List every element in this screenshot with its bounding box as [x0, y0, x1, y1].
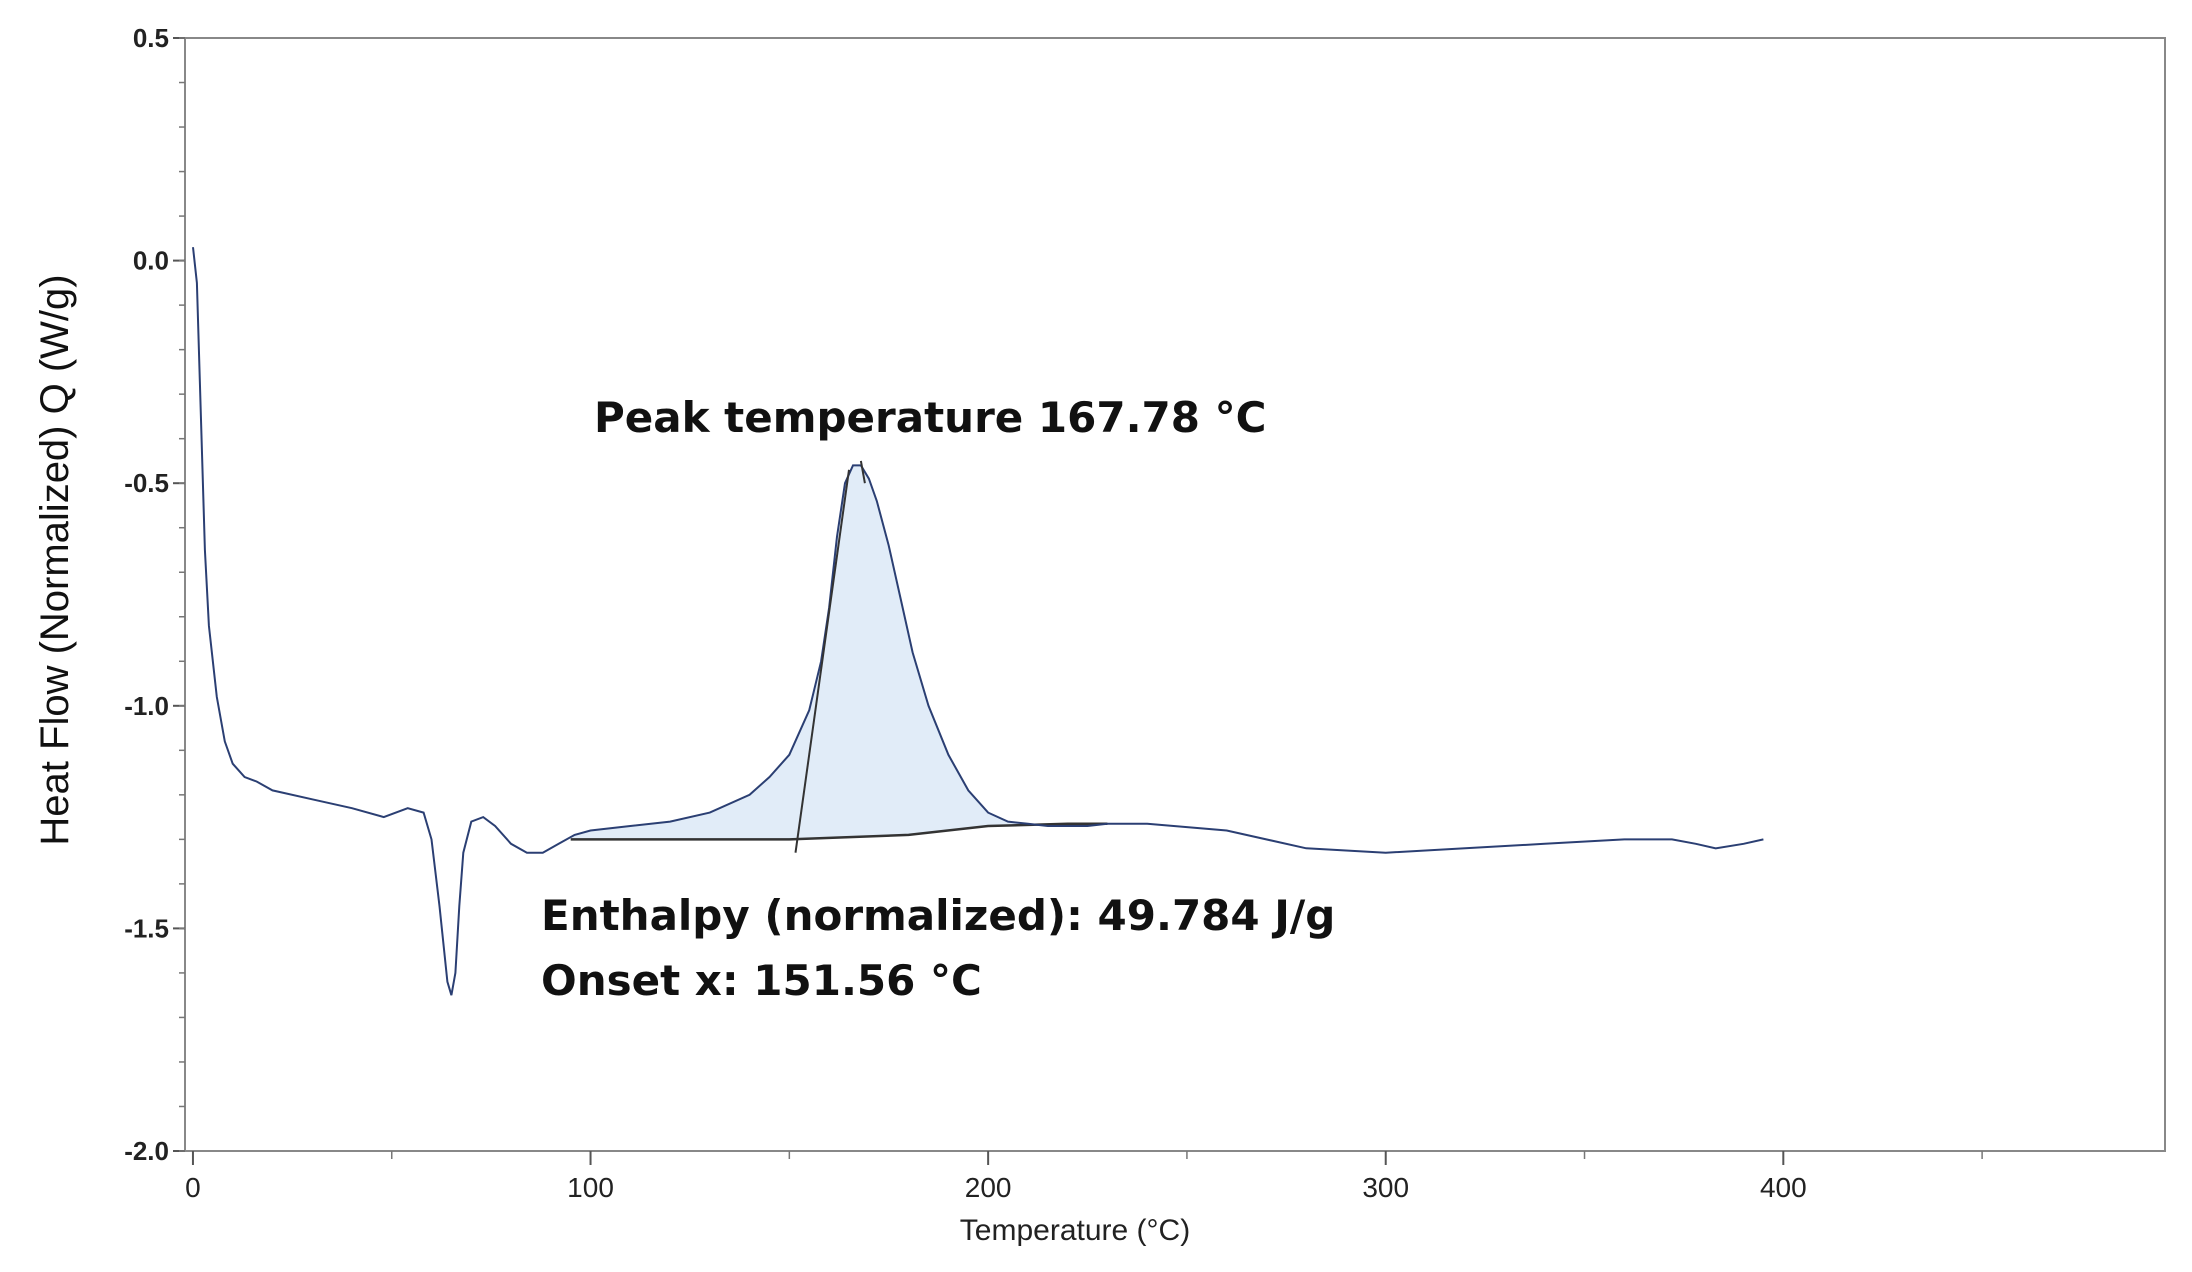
x-tick-label: 0: [185, 1172, 201, 1203]
peak-marker-line: [859, 460, 866, 484]
x-tick-label: 200: [965, 1172, 1012, 1203]
plot-area: [184, 37, 2166, 1152]
x-tick-label: 300: [1362, 1172, 1409, 1203]
y-tick-label: -1.0: [124, 691, 169, 721]
y-tick-label: -0.5: [124, 468, 169, 498]
y-tick-label: -2.0: [124, 1136, 169, 1166]
heat-flow-curve: [192, 247, 1764, 996]
y-axis-label: Heat Flow (Normalized) Q (W/g): [33, 274, 77, 845]
annotation-enthalpy: Enthalpy (normalized): 49.784 J/g: [541, 891, 1335, 940]
x-axis-label: Temperature (°C): [960, 1214, 1190, 1247]
y-axis: 0.5 0.0 -0.5 -1.0 -1.5 -2.0: [124, 23, 185, 1166]
y-tick-label: 0.0: [133, 246, 169, 276]
annotation-onset: Onset x: 151.56 °C: [541, 956, 982, 1005]
y-tick-label: -1.5: [124, 913, 169, 943]
peak-area-fill: [570, 465, 1108, 840]
onset-tangent-line: [794, 469, 850, 853]
x-tick-label: 100: [567, 1172, 614, 1203]
y-tick-label: 0.5: [133, 23, 169, 53]
x-tick-label: 400: [1760, 1172, 1807, 1203]
annotation-peak-temperature: Peak temperature 167.78 °C: [594, 393, 1266, 442]
integration-baseline: [570, 822, 1108, 841]
x-axis: 0 100 200 300 400: [185, 1151, 1983, 1203]
